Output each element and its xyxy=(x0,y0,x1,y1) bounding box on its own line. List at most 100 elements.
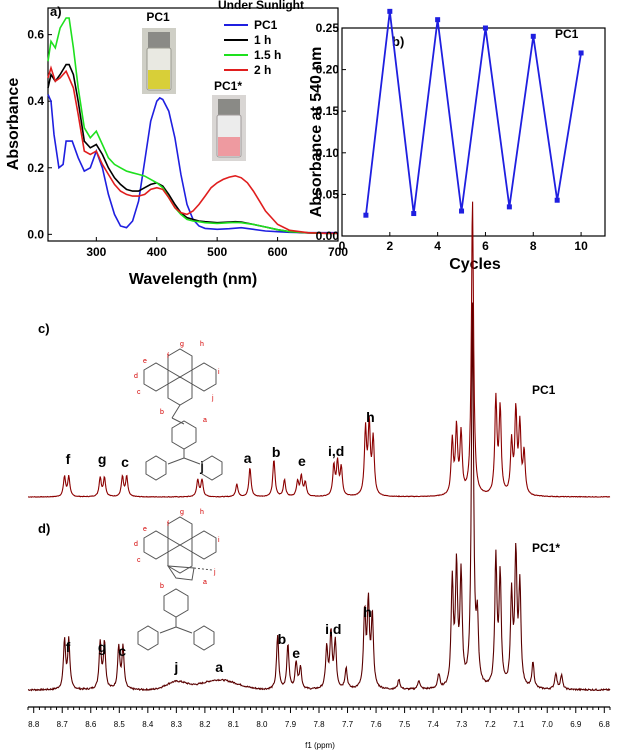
ppm-tick-label: 6.9 xyxy=(570,720,582,729)
peak-label: g xyxy=(98,639,107,655)
panel-b-title: PC1 xyxy=(555,27,579,41)
y-tick-label: 0.05 xyxy=(316,187,340,201)
panel-d-structure xyxy=(137,516,217,651)
panel-a-label: a) xyxy=(50,4,62,19)
ppm-tick-label: 7.4 xyxy=(428,720,440,729)
peak-label: i,d xyxy=(325,621,341,637)
x-tick-label: 0 xyxy=(339,239,346,253)
structure-atom-label: g xyxy=(180,509,184,516)
vial-cap xyxy=(218,99,240,115)
ppm-tick-label: 8.2 xyxy=(199,720,211,729)
panel-b-plot-frame xyxy=(341,27,606,237)
panel-d-label: d) xyxy=(38,521,50,536)
panel-b-y-axis-label: Absorbance at 540 nm xyxy=(308,47,325,218)
panel-a-uv-vis-chart: a) 300 400 500 600 700 0.0 0.2 0.4 0.6 Absorbanc… xyxy=(5,0,348,288)
y-tick-label: 0.20 xyxy=(316,63,340,77)
vial-pink-solution xyxy=(218,137,240,156)
ppm-axis: 8.8 8.7 8.6 8.5 8.4 8.3 8.2 8.1 8.0 7.9 7.8 7.7 7.6 7… xyxy=(27,706,611,750)
ppm-tick-label: 7.2 xyxy=(485,720,497,729)
series-line-PC1 xyxy=(47,94,338,234)
x-tick-label: 400 xyxy=(147,245,167,259)
legend-entry: 1 h xyxy=(254,33,271,47)
cycle-point xyxy=(411,211,417,217)
y-tick-label: 0.6 xyxy=(27,28,44,42)
structure-atom-label: a xyxy=(203,417,207,424)
peak-label: e xyxy=(298,453,306,469)
ppm-tick-label: 8.3 xyxy=(171,720,183,729)
panel-c-label: c) xyxy=(38,321,50,336)
peak-label: a xyxy=(215,659,223,675)
x-tick-label: 8 xyxy=(530,239,537,253)
ppm-tick-label: 7.6 xyxy=(370,720,382,729)
vial-yellow-solution xyxy=(148,70,170,89)
y-tick-label: 0.10 xyxy=(316,146,340,160)
peak-label: i,d xyxy=(328,443,344,459)
structure-atom-label: j xyxy=(211,395,214,402)
cycle-line xyxy=(365,11,582,216)
structure-atom-label: b xyxy=(160,409,164,416)
panel-b-cycles-chart: b) PC1 0 2 4 6 8 10 0.00 0.05 0.10 0.15 0.20 0.25 A… xyxy=(308,8,606,273)
peak-label: h xyxy=(363,604,372,620)
x-tick-label: 700 xyxy=(328,245,348,259)
structure-atom-label: f xyxy=(167,521,169,528)
ppm-tick-label: 6.8 xyxy=(599,720,611,729)
structure-atom-label: a xyxy=(203,579,207,586)
structure-atom-label: b xyxy=(160,583,164,590)
structure-atom-label: h xyxy=(200,341,204,348)
x-tick-label: 300 xyxy=(86,245,106,259)
panel-a-y-axis-label: Absorbance xyxy=(5,78,22,171)
y-tick-label: 0.4 xyxy=(27,94,44,108)
cycle-point xyxy=(482,25,488,31)
cycle-point xyxy=(387,8,393,14)
structure-atom-label: i xyxy=(218,369,220,376)
vial-cap xyxy=(148,32,170,48)
y-tick-label: 0.0 xyxy=(27,227,44,241)
ppm-axis-label: f1 (ppm) xyxy=(305,741,335,750)
ppm-tick-label: 8.1 xyxy=(228,720,240,729)
cycle-point xyxy=(578,50,584,56)
ppm-tick-label: 7.8 xyxy=(313,720,325,729)
x-tick-label: 10 xyxy=(574,239,588,253)
ppm-tick-label: 8.6 xyxy=(85,720,97,729)
structure-atom-label: d xyxy=(134,541,138,548)
legend-entry: 2 h xyxy=(254,63,271,77)
structure-atom-label: c xyxy=(137,557,141,564)
cycle-point xyxy=(363,212,369,218)
legend-entry: 1.5 h xyxy=(254,48,281,62)
peak-label: b xyxy=(278,631,287,647)
ppm-tick-label: 7.1 xyxy=(513,720,525,729)
peak-label: c xyxy=(118,643,126,659)
panel-a-plot-frame xyxy=(47,7,339,242)
peak-label: f xyxy=(66,451,71,467)
nmr-trace xyxy=(28,201,611,498)
structure-atom-label: i xyxy=(218,537,220,544)
ppm-tick-label: 7.0 xyxy=(542,720,554,729)
cycle-point xyxy=(459,208,465,214)
ppm-tick-label: 8.0 xyxy=(256,720,268,729)
ppm-tick-label: 7.7 xyxy=(342,720,354,729)
ppm-tick-label: 8.4 xyxy=(142,720,154,729)
structure-atom-label: e xyxy=(143,358,147,365)
y-tick-label: 0.2 xyxy=(27,161,44,175)
panel-b-label: b) xyxy=(392,34,404,49)
structure-atom-label: d xyxy=(134,373,138,380)
structure-atom-label: f xyxy=(167,353,169,360)
ppm-tick-label: 7.9 xyxy=(285,720,297,729)
peak-label: e xyxy=(292,645,300,661)
structure-atom-label: j xyxy=(213,569,216,576)
panel-d-title: PC1* xyxy=(532,541,560,555)
ppm-tick-label: 8.5 xyxy=(114,720,126,729)
ppm-tick-label: 8.7 xyxy=(57,720,69,729)
vial-image-pc1-star: PC1* xyxy=(212,79,246,161)
cycle-point xyxy=(506,204,512,210)
peak-label: g xyxy=(98,451,107,467)
peak-label: c xyxy=(121,454,129,470)
vial-image-pc1: PC1 xyxy=(142,10,176,94)
panel-b-x-axis-label: Cycles xyxy=(449,256,501,273)
peak-label: b xyxy=(272,444,281,460)
x-tick-label: 6 xyxy=(482,239,489,253)
y-tick-label: 0.00 xyxy=(316,229,340,243)
